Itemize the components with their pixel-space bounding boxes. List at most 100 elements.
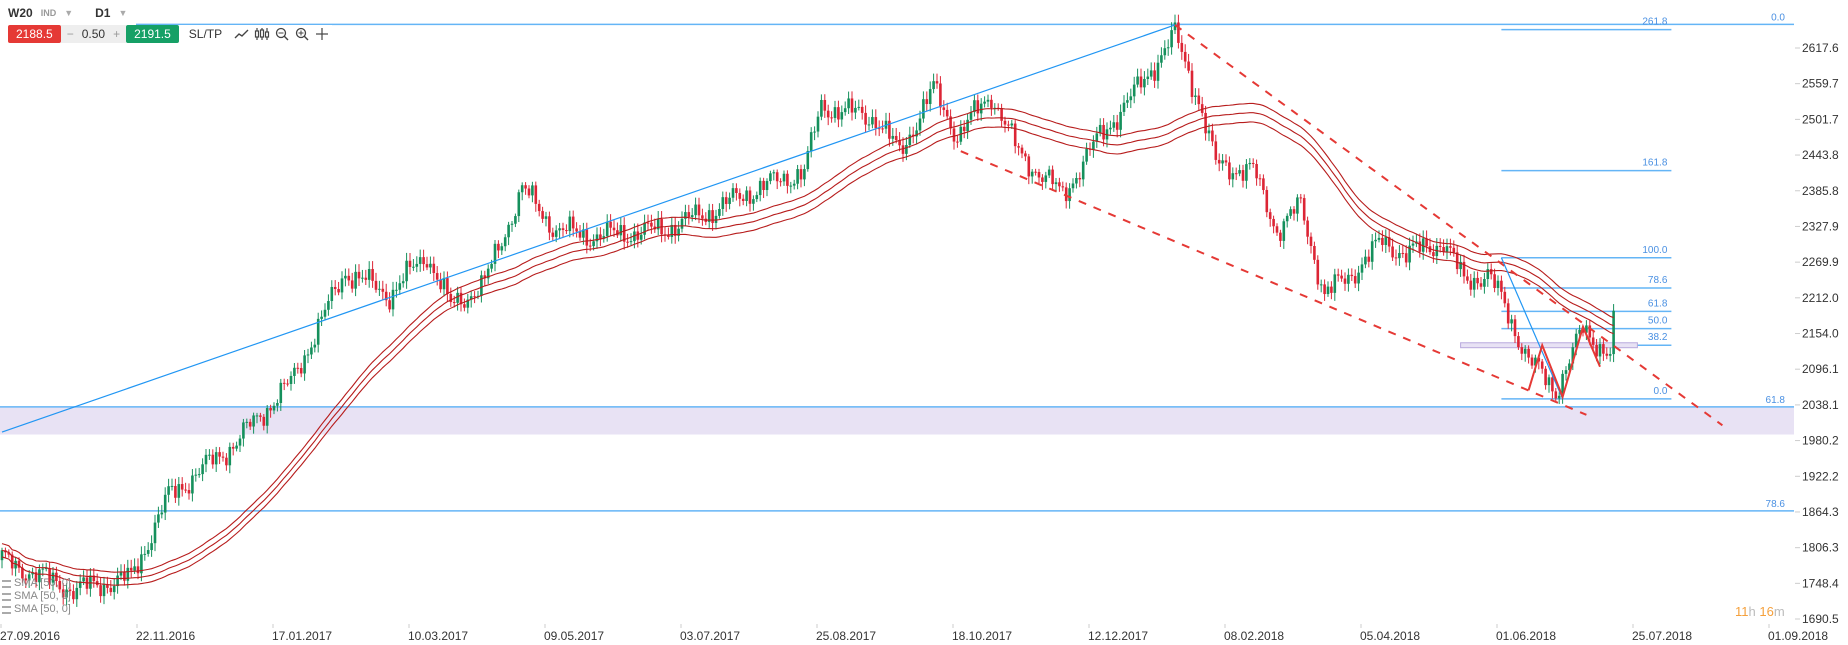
move-icon[interactable]	[312, 25, 332, 43]
candle-body	[650, 222, 653, 227]
indicator-settings-icon[interactable]	[2, 579, 11, 588]
candle	[248, 418, 252, 430]
candle-body	[1024, 153, 1027, 157]
candle-body	[867, 124, 871, 126]
candle-body	[123, 572, 126, 581]
candle-body	[1602, 344, 1605, 354]
x-tick-label: 09.05.2017	[544, 629, 604, 643]
candle	[1591, 331, 1595, 350]
candle	[1469, 273, 1473, 296]
candle-body	[595, 234, 599, 242]
buy-button[interactable]: 2191.5	[126, 25, 179, 43]
candle-body	[1187, 61, 1190, 71]
timeframe-dropdown-icon[interactable]: ▼	[118, 8, 128, 18]
candle	[718, 203, 721, 219]
volume-increase-button[interactable]: +	[113, 27, 121, 41]
candle-body	[752, 199, 755, 204]
x-tick-label: 05.04.2018	[1360, 629, 1420, 643]
symbol-name[interactable]: W20	[8, 6, 33, 20]
candle-body	[1425, 238, 1428, 247]
candle-body	[1323, 284, 1326, 295]
y-tick-label: 2096.1	[1802, 362, 1839, 376]
x-tick-label: 22.11.2016	[136, 629, 195, 643]
candle-body	[983, 101, 986, 104]
candle	[1265, 186, 1269, 218]
candle	[1221, 154, 1224, 171]
candle-body	[707, 210, 711, 222]
candle-body	[1319, 284, 1323, 286]
candle-body	[622, 225, 626, 242]
candle-body	[174, 485, 177, 498]
candle-body	[1177, 22, 1180, 43]
volume-stepper[interactable]: − 0.50 +	[60, 25, 127, 43]
indicator-settings-icon[interactable]	[2, 605, 11, 614]
line-chart-icon[interactable]	[232, 25, 252, 43]
candle-body	[106, 584, 109, 588]
candlestick-icon[interactable]	[252, 25, 272, 43]
candle-body	[514, 216, 517, 224]
candle-body	[228, 446, 232, 466]
candle-body	[799, 169, 803, 180]
candle-body	[1364, 256, 1367, 265]
candle	[561, 222, 565, 237]
zoom-in-icon[interactable]	[292, 25, 312, 43]
candle	[160, 504, 164, 519]
candle-body	[265, 408, 269, 426]
candle-body	[89, 575, 92, 589]
candle	[364, 269, 368, 286]
candle	[1075, 172, 1078, 189]
candle-body	[197, 474, 201, 476]
candle	[1455, 245, 1459, 275]
y-tick-label: 2617.6	[1802, 41, 1839, 55]
candle	[898, 132, 901, 152]
candle	[1374, 232, 1377, 248]
symbol-dropdown-icon[interactable]: ▼	[64, 8, 74, 18]
candle	[619, 217, 623, 242]
candle-body	[908, 134, 912, 146]
candle	[1367, 249, 1371, 268]
candle-body	[374, 280, 378, 290]
candle	[786, 170, 789, 194]
candle-body	[160, 512, 164, 515]
candle	[1251, 158, 1255, 168]
legend-item[interactable]: SMA [50, 0]	[2, 577, 71, 590]
sell-button[interactable]: 2188.5	[8, 25, 61, 43]
candle-body	[1445, 246, 1449, 252]
candle	[388, 292, 391, 313]
candle	[99, 577, 102, 603]
trade-bar: 2188.5 − 0.50 + 2191.5 SL/TP	[8, 25, 333, 43]
candle	[704, 212, 708, 226]
candle	[289, 371, 293, 391]
candle-body	[367, 269, 371, 280]
candle	[724, 191, 728, 212]
candle-body	[140, 554, 143, 574]
candle	[323, 303, 327, 321]
candle	[796, 164, 799, 190]
y-tick-label: 1864.3	[1802, 505, 1839, 519]
candle-body	[765, 181, 769, 191]
legend-item[interactable]: SMA [50, 0]	[2, 590, 71, 603]
candle	[1020, 144, 1024, 159]
candle-body	[548, 216, 551, 233]
candle-body	[775, 172, 779, 182]
candle	[510, 221, 514, 232]
candle-body	[714, 215, 718, 223]
volume-decrease-button[interactable]: −	[66, 27, 74, 41]
timeframe-select[interactable]: D1	[95, 6, 111, 20]
candle-body	[1296, 197, 1299, 214]
sltp-button[interactable]: SL/TP	[188, 27, 223, 41]
indicator-settings-icon[interactable]	[2, 592, 11, 601]
candle-body	[1122, 102, 1126, 112]
legend-item[interactable]: SMA [50, 0]	[2, 603, 71, 616]
candle-body	[1197, 95, 1201, 105]
candle-body	[758, 180, 762, 196]
candle	[1234, 167, 1238, 181]
candle-body	[551, 232, 555, 237]
candle	[629, 233, 633, 246]
candle-body	[1520, 347, 1524, 354]
candle-body	[384, 291, 388, 301]
candle-body	[1387, 237, 1391, 247]
zoom-out-icon[interactable]	[272, 25, 292, 43]
volume-value[interactable]: 0.50	[81, 27, 106, 41]
